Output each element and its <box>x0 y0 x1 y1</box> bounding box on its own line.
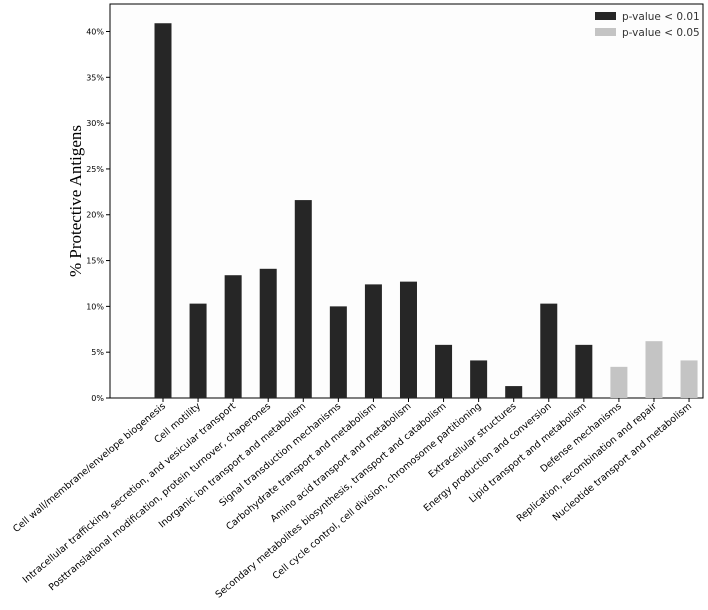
legend-swatch-series-1 <box>595 12 616 20</box>
x-tick-label: Secondary metabolites biosynthesis, tran… <box>213 401 448 601</box>
x-tick-label: Energy production and conversion <box>422 401 554 514</box>
y-tick-label: 15% <box>86 257 104 266</box>
y-tick-label: 5% <box>91 348 104 357</box>
bar <box>329 306 347 398</box>
bar <box>470 360 488 398</box>
y-tick-label: 40% <box>86 27 104 36</box>
x-tick-label: Posttranslational modification, protein … <box>47 401 273 593</box>
bar <box>610 366 628 398</box>
legend: p-value < 0.01 p-value < 0.05 <box>595 11 700 39</box>
bar <box>540 303 558 398</box>
y-tick-label: 25% <box>86 165 104 174</box>
bar <box>645 341 663 398</box>
y-axis-label: % Protective Antigens <box>66 125 85 277</box>
bar <box>435 344 453 398</box>
legend-swatch-series-2 <box>595 28 616 36</box>
y-tick-label: 30% <box>86 119 104 128</box>
bar <box>680 360 698 398</box>
y-tick-label: 20% <box>86 211 104 220</box>
legend-label-series-1: p-value < 0.01 <box>622 11 700 23</box>
bar <box>294 200 312 398</box>
bar <box>189 303 207 398</box>
bar <box>224 275 242 398</box>
bar <box>505 386 523 398</box>
bars <box>154 23 698 399</box>
bar <box>154 23 172 399</box>
y-tick-label: 10% <box>86 302 104 311</box>
y-tick-label: 35% <box>86 73 104 82</box>
legend-label-series-2: p-value < 0.05 <box>622 27 700 39</box>
x-axis: Cell wall/membrane/envelope biogenesisCe… <box>11 398 694 601</box>
y-axis: 0% 5% 10% 15% 20% 25% 30% 35% 40% <box>86 27 110 403</box>
bar <box>575 344 593 398</box>
bar <box>364 284 382 398</box>
bar <box>399 281 417 398</box>
bar <box>259 268 277 398</box>
y-tick-label: 0% <box>91 394 104 403</box>
